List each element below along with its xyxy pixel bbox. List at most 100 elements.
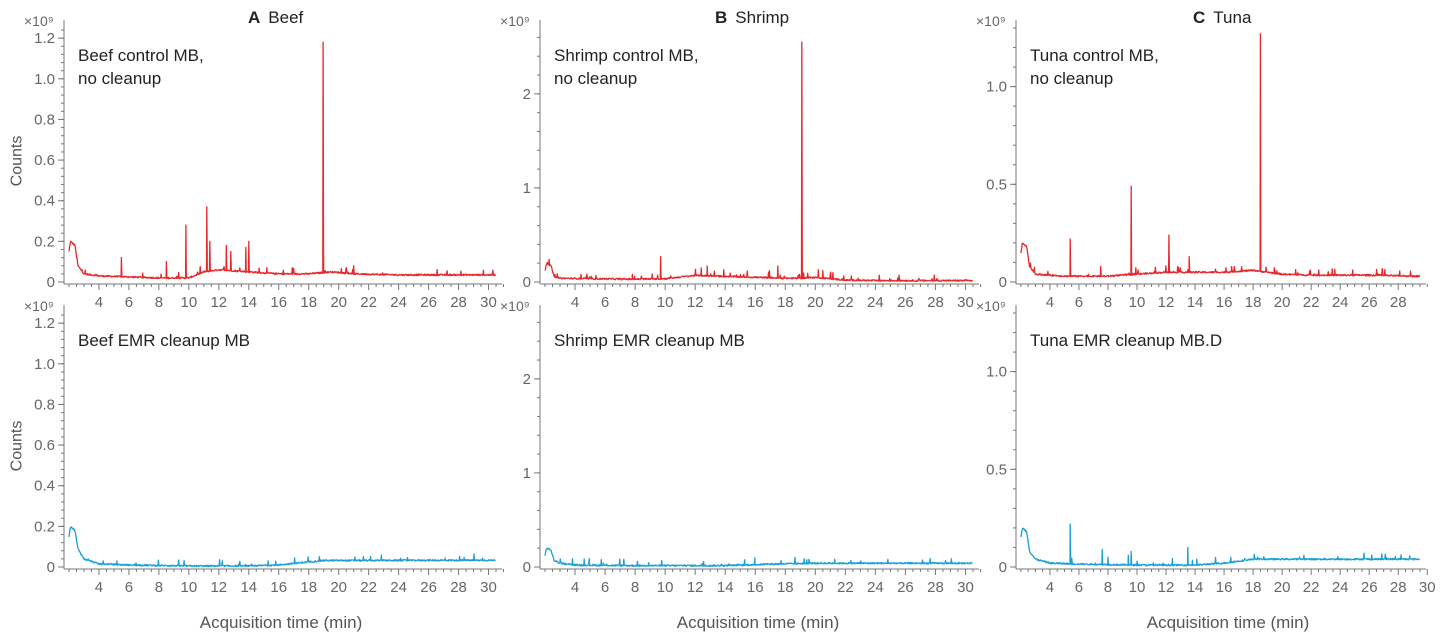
x-tick-label: 28 [927,294,944,311]
y-tick-label: 0.8 [34,396,55,413]
x-tick-label: 22 [837,294,854,311]
x-tick-label: 18 [300,579,317,596]
x-tick-label: 8 [631,294,639,311]
y-tick-label: 0.4 [34,478,55,495]
x-tick-label: 22 [837,579,854,596]
x-tick-label: 10 [1129,294,1146,311]
y-tick-label: 1 [523,180,531,197]
panel-tuna-control: ×10⁹ 0 0.5 1.0 4 6 8 10 12 14 16 18 20 22 24 26 28 Tuna c… [976,13,1428,311]
panel-label: Beef control MB, [78,46,204,65]
x-tick-label: 30 [480,294,497,311]
y-tick-label: 2 [523,371,531,388]
x-tick-label: 28 [1390,579,1407,596]
x-tick-label: 10 [181,294,198,311]
panel-label: Beef EMR cleanup MB [78,331,250,350]
y-tick-label: 2 [523,86,531,103]
x-tick-label: 20 [330,294,347,311]
x-tick-label: 8 [155,294,163,311]
y-tick-label: 0 [999,274,1007,291]
x-tick-label: 26 [1361,579,1378,596]
y-tick-label: 0.6 [34,152,55,169]
x-tick-label: 8 [1104,579,1112,596]
x-tick-label: 16 [1216,579,1233,596]
series-line [1020,523,1420,567]
panel-label: Tuna control MB, [1030,46,1159,65]
y-tick-label: 0 [999,559,1007,576]
y-multiplier-label: ×10⁹ [24,13,54,29]
column-title-c: C Tuna [1193,8,1252,27]
x-tick-label: 14 [717,294,734,311]
x-tick-label: 14 [1187,294,1204,311]
series-line [544,547,973,567]
y-multiplier-label: ×10⁹ [24,298,54,314]
x-tick-label: 6 [1075,579,1083,596]
y-tick-label: 1.0 [986,79,1007,96]
x-tick-label: 28 [927,579,944,596]
x-axis-label-a: Acquisition time (min) [199,613,363,632]
x-tick-label: 6 [125,579,133,596]
x-tick-label: 4 [95,579,103,596]
x-tick-label: 10 [1129,579,1146,596]
x-tick-label: 24 [867,579,884,596]
y-tick-label: 0 [523,274,531,291]
y-tick-label: 0.4 [34,193,55,210]
x-tick-label: 4 [1046,579,1054,596]
y-axis-label-top: Counts [8,135,26,187]
x-tick-label: 10 [657,579,674,596]
y-tick-label: 1 [523,465,531,482]
x-axis-label-c: Acquisition time (min) [1146,613,1310,632]
x-tick-label: 30 [480,579,497,596]
x-tick-label: 28 [450,294,467,311]
x-tick-label: 20 [1274,294,1291,311]
x-tick-label: 4 [95,294,103,311]
y-tick-label: 0.8 [34,111,55,128]
x-tick-label: 24 [867,294,884,311]
x-tick-label: 28 [1390,294,1407,311]
panel-beef-emr: ×10⁹ 0 0.2 0.4 0.6 0.8 1.0 1.2 4 6 8 10 12 14 16 18 20 22… [24,298,504,596]
x-tick-label: 12 [1158,579,1175,596]
series-line [68,526,496,568]
x-tick-label: 12 [210,579,227,596]
series-line [1020,33,1421,278]
y-tick-label: 1.2 [34,315,55,332]
x-tick-label: 22 [360,579,377,596]
panel-label: no cleanup [1030,69,1113,88]
y-multiplier-label: ×10⁹ [976,298,1006,314]
y-multiplier-label: ×10⁹ [500,13,530,29]
x-tick-label: 6 [601,579,609,596]
x-tick-label: 8 [155,579,163,596]
x-axis-label-b: Acquisition time (min) [676,613,840,632]
y-tick-label: 0 [47,274,55,291]
x-tick-label: 4 [571,294,579,311]
x-tick-label: 20 [807,579,824,596]
panel-label: no cleanup [554,69,637,88]
x-tick-label: 16 [270,294,287,311]
y-tick-label: 0.5 [986,176,1007,193]
x-tick-label: 22 [1303,294,1320,311]
x-tick-label: 26 [1361,294,1378,311]
y-tick-label: 0 [47,559,55,576]
column-title-b: B Shrimp [715,8,790,27]
y-tick-label: 1.0 [986,364,1007,381]
y-tick-label: 0.2 [34,518,55,535]
x-tick-label: 14 [717,579,734,596]
y-tick-label: 1.0 [34,71,55,88]
y-axis-label-bottom: Counts [8,420,26,472]
x-tick-label: 28 [450,579,467,596]
panel-label: no cleanup [78,69,161,88]
series-line [544,41,974,282]
panel-beef-control: ×10⁹ 0 0.2 0.4 0.6 0.8 1.0 1.2 4 6 8 10 12 14 16 18 20 22… [24,13,504,311]
x-tick-label: 24 [1332,579,1349,596]
x-tick-label: 12 [687,294,704,311]
y-tick-label: 1.0 [34,356,55,373]
x-tick-label: 14 [240,579,257,596]
panel-label: Shrimp EMR cleanup MB [554,331,745,350]
x-tick-label: 10 [657,294,674,311]
y-tick-label: 0 [523,559,531,576]
y-tick-label: 0.6 [34,437,55,454]
x-tick-label: 30 [1419,579,1436,596]
x-tick-label: 18 [777,579,794,596]
x-tick-label: 12 [210,294,227,311]
